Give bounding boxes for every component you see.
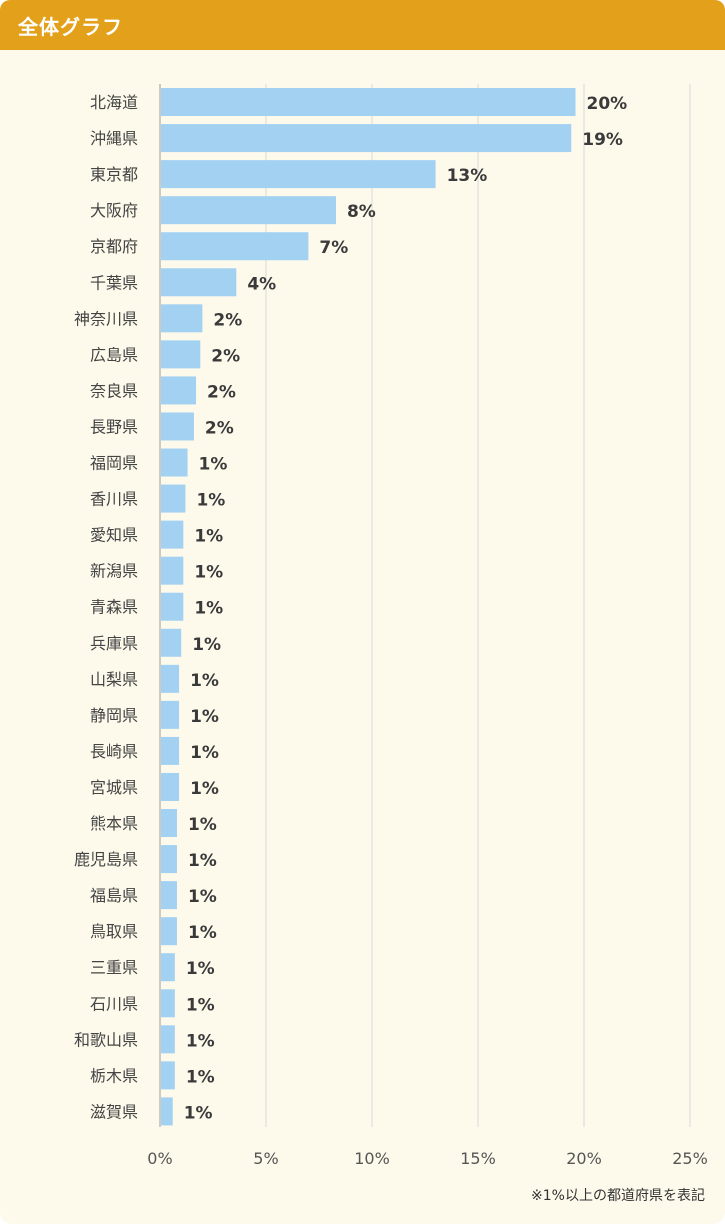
category-label: 兵庫県 [90, 634, 138, 653]
data-label: 1% [184, 1103, 213, 1123]
data-label: 1% [190, 707, 219, 727]
bar [161, 809, 177, 838]
category-label: 石川県 [90, 994, 138, 1013]
data-label: 2% [207, 382, 236, 402]
data-label: 7% [319, 238, 348, 258]
bar [161, 520, 184, 549]
bar [161, 268, 237, 297]
bar [161, 448, 188, 477]
data-label: 1% [194, 527, 223, 547]
data-label: 1% [188, 851, 217, 871]
x-tick-label: 15% [460, 1149, 496, 1168]
data-label: 2% [211, 346, 240, 366]
data-label: 2% [213, 310, 242, 330]
data-label: 1% [196, 491, 225, 511]
category-label: 青森県 [90, 598, 138, 617]
category-label: 北海道 [90, 93, 138, 112]
x-tick-label: 20% [566, 1149, 602, 1168]
data-label: 1% [190, 671, 219, 691]
category-label: 三重県 [90, 958, 138, 977]
bar [161, 124, 572, 153]
bar [161, 989, 175, 1018]
bar [161, 1061, 175, 1090]
category-label: 神奈川県 [74, 309, 138, 328]
data-label: 1% [186, 995, 215, 1015]
bar [161, 196, 336, 225]
x-tick-label: 25% [672, 1149, 708, 1168]
bar [161, 664, 180, 693]
category-label: 福岡県 [90, 454, 138, 473]
category-label: 愛知県 [90, 526, 138, 545]
category-label: 新潟県 [90, 562, 138, 581]
data-label: 1% [192, 635, 221, 655]
bar [161, 700, 180, 729]
category-label: 栃木県 [90, 1066, 138, 1085]
bar [161, 736, 180, 765]
category-label: 鹿児島県 [74, 850, 138, 869]
data-label: 1% [199, 455, 228, 475]
data-label: 1% [194, 563, 223, 583]
data-label: 13% [447, 166, 488, 186]
category-label: 宮城県 [90, 778, 138, 797]
bar [161, 304, 203, 333]
bar [161, 412, 194, 441]
data-label: 4% [247, 274, 276, 294]
chart-panel [0, 50, 725, 1224]
category-label: 長野県 [90, 417, 138, 436]
data-label: 1% [190, 779, 219, 799]
category-label: 広島県 [90, 345, 138, 364]
category-label: 東京都 [90, 165, 138, 184]
data-label: 1% [186, 1067, 215, 1087]
bar [161, 88, 576, 117]
bar [161, 232, 309, 261]
bar [161, 772, 180, 801]
data-label: 8% [347, 202, 376, 222]
footnote: ※1%以上の都道府県を表記 [531, 1188, 705, 1204]
bar [161, 592, 184, 621]
data-label: 20% [587, 94, 628, 114]
data-label: 1% [194, 599, 223, 619]
bar [161, 881, 177, 910]
category-label: 静岡県 [90, 706, 138, 725]
bar [161, 953, 175, 982]
bar [161, 628, 182, 657]
bar [161, 376, 197, 405]
bar [161, 160, 436, 189]
category-label: 山梨県 [90, 670, 138, 689]
bar [161, 1097, 173, 1126]
bar [161, 340, 201, 369]
bar [161, 484, 186, 513]
category-label: 滋賀県 [90, 1102, 138, 1121]
category-label: 沖縄県 [90, 129, 138, 148]
category-label: 千葉県 [90, 273, 138, 292]
category-label: 鳥取県 [90, 922, 138, 941]
category-label: 香川県 [90, 490, 138, 509]
bar [161, 845, 177, 874]
category-label: 熊本県 [90, 814, 138, 833]
category-label: 長崎県 [90, 742, 138, 761]
chart-header: 全体グラフ [0, 0, 725, 50]
category-label: 福島県 [90, 886, 138, 905]
category-label: 大阪府 [90, 201, 138, 220]
data-label: 1% [188, 923, 217, 943]
x-tick-label: 0% [147, 1149, 172, 1168]
data-label: 1% [190, 743, 219, 763]
data-label: 1% [186, 959, 215, 979]
category-label: 奈良県 [90, 381, 138, 400]
data-label: 1% [186, 1031, 215, 1051]
chart-title: 全体グラフ [18, 15, 123, 39]
data-label: 19% [582, 130, 623, 150]
x-tick-label: 5% [253, 1149, 278, 1168]
bar [161, 1025, 175, 1054]
category-label: 和歌山県 [74, 1030, 138, 1049]
data-label: 1% [188, 815, 217, 835]
data-label: 1% [188, 887, 217, 907]
data-label: 2% [205, 418, 234, 438]
bar [161, 556, 184, 585]
x-tick-label: 10% [354, 1149, 390, 1168]
bar [161, 917, 177, 946]
category-label: 京都府 [90, 237, 138, 256]
